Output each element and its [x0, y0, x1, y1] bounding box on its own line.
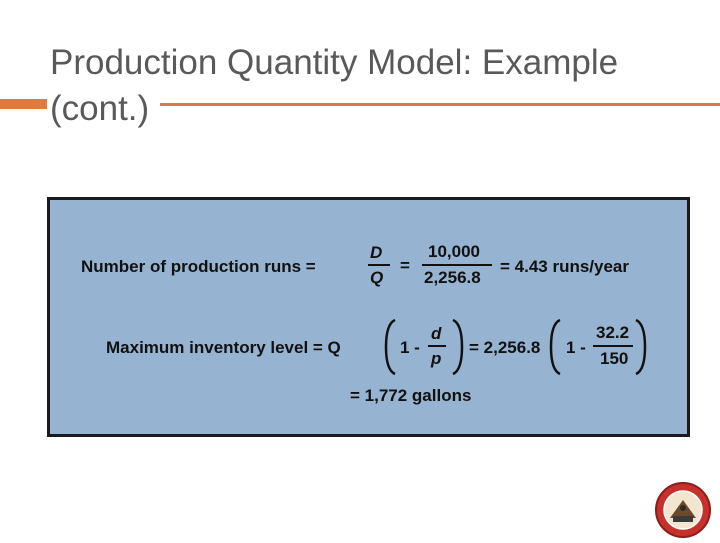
fraction-bar-d-over-p: [428, 345, 446, 347]
fraction-denominator-q: Q: [370, 268, 384, 287]
left-paren-1: [384, 318, 398, 376]
fraction-denominator-p: p: [431, 349, 442, 368]
right-paren-1: [450, 318, 464, 376]
slide-title: Production Quantity Model: Example (cont…: [50, 43, 619, 128]
value-denominator: 2,256.8: [424, 268, 481, 287]
fraction-bar-32-over-150: [593, 345, 633, 347]
formula-panel: Number of production runs = D Q = 10,000…: [47, 197, 690, 437]
equals-sign: =: [400, 256, 410, 275]
runs-result: = 4.43 runs/year: [500, 257, 630, 276]
accent-bar-left: [0, 99, 47, 109]
one-minus-1: 1 -: [400, 338, 420, 357]
right-paren-2: [633, 318, 647, 376]
university-seal-logo: [648, 478, 718, 538]
fraction-numerator-d: D: [370, 243, 383, 262]
left-paren-2: [549, 318, 563, 376]
accent-bar-right: [160, 103, 720, 106]
max-inventory-label: Maximum inventory level = Q: [106, 338, 341, 357]
production-runs-label: Number of production runs =: [81, 257, 316, 276]
fraction-numerator-32: 32.2: [596, 323, 630, 342]
fraction-denominator-150: 150: [600, 349, 629, 368]
fraction-numerator-small-d: d: [431, 324, 442, 343]
one-minus-2: 1 -: [566, 338, 586, 357]
accent-rule: [0, 99, 720, 109]
inventory-result: = 1,772 gallons: [350, 386, 472, 405]
value-numerator: 10,000: [428, 242, 480, 261]
equals-value: = 2,256.8: [469, 338, 541, 357]
fraction-bar-d-over-q: [368, 264, 390, 266]
fraction-bar-values: [422, 264, 492, 266]
